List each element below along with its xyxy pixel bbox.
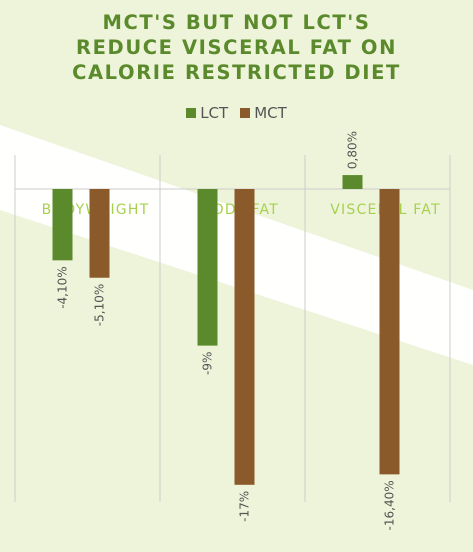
chart-title-line-3: CALORIE RESTRICTED DIET — [72, 61, 401, 84]
legend-item-lct: LCT — [186, 104, 228, 122]
chart-title-line-2: REDUCE VISCERAL FAT ON — [76, 36, 397, 59]
legend-label-lct: LCT — [200, 104, 229, 122]
data-label: -9% — [201, 352, 215, 375]
bar-mct-visceral-fat — [379, 189, 400, 475]
data-label: -4,10% — [56, 266, 70, 308]
bar-mct-body-fat — [234, 189, 255, 485]
bar-mct-bodyweight — [89, 189, 110, 278]
legend-swatch-mct — [240, 108, 251, 118]
legend-label-mct: MCT — [254, 104, 287, 122]
chart-title: MCT'S BUT NOT LCT'S REDUCE VISCERAL FAT … — [0, 10, 473, 85]
chart-title-line-1: MCT'S BUT NOT LCT'S — [102, 11, 371, 34]
legend-swatch-lct — [186, 108, 197, 118]
bar-lct-bodyweight — [52, 189, 73, 261]
legend-item-mct: MCT — [240, 104, 287, 122]
bar-lct-body-fat — [197, 189, 218, 346]
data-label: -17% — [238, 491, 252, 522]
data-label: 0,80% — [346, 131, 360, 169]
chart-legend: LCT MCT — [0, 104, 473, 122]
data-label: -16,40% — [383, 480, 397, 530]
data-label: -5,10% — [93, 284, 107, 326]
bar-lct-visceral-fat — [342, 175, 363, 189]
